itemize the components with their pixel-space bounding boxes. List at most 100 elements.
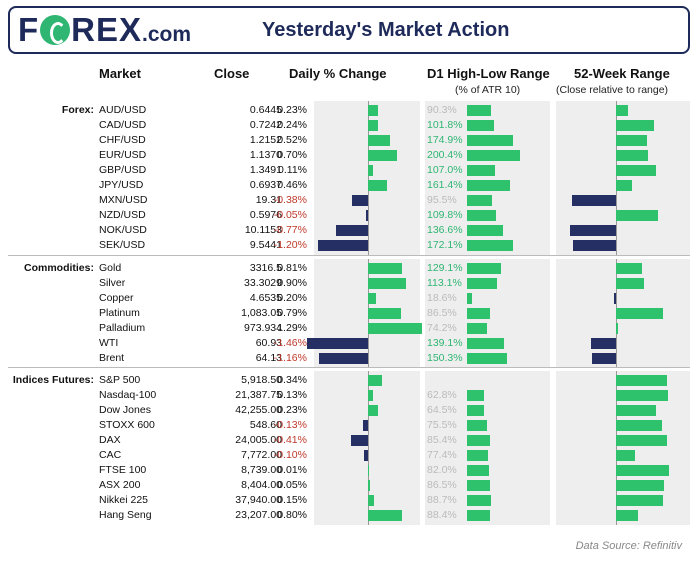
market-name: Silver [99, 277, 126, 289]
close-value: 1,083.05 [241, 307, 282, 319]
range-value: 174.9% [427, 134, 463, 146]
daily-change-bar [306, 338, 368, 349]
range-value: 88.7% [427, 494, 457, 506]
market-name: Copper [99, 292, 134, 304]
table-row: NZD/USD 0.5976 -0.05% 109.8% [0, 208, 700, 223]
range-bar [467, 135, 514, 146]
daily-change-value: -0.10% [273, 449, 307, 461]
week52-bar [616, 210, 658, 221]
table-row: SEK/USD 9.5441 -1.20% 172.1% [0, 238, 700, 253]
close-value: 1.1370 [249, 149, 282, 161]
close-value: 1.3491 [249, 164, 282, 176]
table-row: Copper 4.6535 0.20% 18.6% [0, 291, 700, 306]
range-value: 139.1% [427, 337, 463, 349]
close-value: 9.5441 [249, 239, 282, 251]
table-row: WTI 60.93 -1.46% 139.1% [0, 336, 700, 351]
col-header-daily: Daily % Change [289, 66, 387, 81]
range-value: 90.3% [427, 104, 457, 116]
daily-change-value: -0.77% [273, 224, 307, 236]
table-row: Forex: AUD/USD 0.6445 0.23% 90.3% [0, 103, 700, 118]
daily-change-bar [368, 510, 402, 521]
group-label: Indices Futures: [12, 374, 94, 386]
logo-coin-icon [40, 15, 71, 45]
market-name: EUR/USD [99, 149, 147, 161]
daily-change-value: 0.34% [277, 374, 307, 386]
table-row: FTSE 100 8,739.00 0.01% 82.0% [0, 463, 700, 478]
chart-panel [314, 259, 420, 368]
market-name: Nasdaq-100 [99, 389, 157, 401]
daily-change-bar [368, 480, 371, 491]
group-separator [8, 367, 690, 368]
range-bar [467, 405, 485, 416]
market-name: S&P 500 [99, 374, 141, 386]
range-value: 64.5% [427, 404, 457, 416]
table-row: Indices Futures: S&P 500 5,918.50 0.34% [0, 373, 700, 388]
daily-change-value: 0.70% [277, 149, 307, 161]
table-row: MXN/USD 19.31 -0.38% 95.5% [0, 193, 700, 208]
daily-change-bar [368, 308, 402, 319]
table-row: ASX 200 8,404.00 0.05% 86.5% [0, 478, 700, 493]
range-bar [467, 323, 487, 334]
daily-change-value: 0.01% [277, 464, 307, 476]
table-row: NOK/USD 10.1153 -0.77% 136.6% [0, 223, 700, 238]
range-bar [467, 195, 493, 206]
range-bar [467, 165, 496, 176]
close-value: 7,772.00 [241, 449, 282, 461]
range-bar [467, 263, 502, 274]
close-value: 37,940.00 [235, 494, 282, 506]
week52-bar [616, 375, 667, 386]
daily-change-bar [368, 323, 423, 334]
daily-change-bar [368, 390, 374, 401]
close-value: 0.5976 [249, 209, 282, 221]
range-value: 200.4% [427, 149, 463, 161]
daily-zero-axis [368, 101, 369, 255]
daily-change-value: 0.79% [277, 307, 307, 319]
week52-bar [572, 240, 616, 251]
close-value: 19.31 [255, 194, 282, 206]
daily-change-bar [368, 278, 406, 289]
market-name: Hang Seng [99, 509, 152, 521]
daily-change-value: 0.23% [277, 104, 307, 116]
range-bar [467, 435, 490, 446]
table-row: Nasdaq-100 21,387.75 0.13% 62.8% [0, 388, 700, 403]
week52-bar [591, 338, 616, 349]
close-value: 33.3029 [244, 277, 282, 289]
table-row: Brent 64.13 -1.16% 150.3% [0, 351, 700, 366]
close-value: 23,207.00 [235, 509, 282, 521]
market-name: Dow Jones [99, 404, 151, 416]
daily-change-value: -1.20% [273, 239, 307, 251]
range-bar [467, 480, 490, 491]
range-bar [467, 495, 491, 506]
chart-panel [314, 371, 420, 525]
week52-bar [616, 135, 647, 146]
daily-change-value: 0.81% [277, 262, 307, 274]
week52-bar [616, 465, 669, 476]
week52-bar [613, 293, 616, 304]
daily-change-value: 0.20% [277, 292, 307, 304]
range-value: 101.8% [427, 119, 463, 131]
range-value: 109.8% [427, 209, 463, 221]
close-value: 24,005.00 [235, 434, 282, 446]
range-bar [467, 450, 488, 461]
week52-bar [616, 308, 663, 319]
week52-bar [616, 263, 643, 274]
daily-change-bar [368, 120, 379, 131]
daily-change-value: 0.80% [277, 509, 307, 521]
week52-bar [616, 480, 665, 491]
week52-bar [616, 120, 655, 131]
daily-change-value: 0.05% [277, 479, 307, 491]
week52-bar [616, 278, 644, 289]
market-name: CAC [99, 449, 122, 461]
week52-bar [616, 405, 656, 416]
range-value: 95.5% [427, 194, 457, 206]
daily-zero-axis [368, 371, 369, 525]
forex-logo: F REX.com [18, 11, 192, 48]
daily-change-bar [363, 450, 368, 461]
range-bar [467, 240, 513, 251]
week52-bar [616, 495, 663, 506]
close-value: 548.60 [249, 419, 282, 431]
market-name: Nikkei 225 [99, 494, 149, 506]
market-name: SEK/USD [99, 239, 146, 251]
range-value: 113.1% [427, 277, 462, 289]
table-row: Commodities: Gold 3316.5 0.81% 129.1% [0, 261, 700, 276]
